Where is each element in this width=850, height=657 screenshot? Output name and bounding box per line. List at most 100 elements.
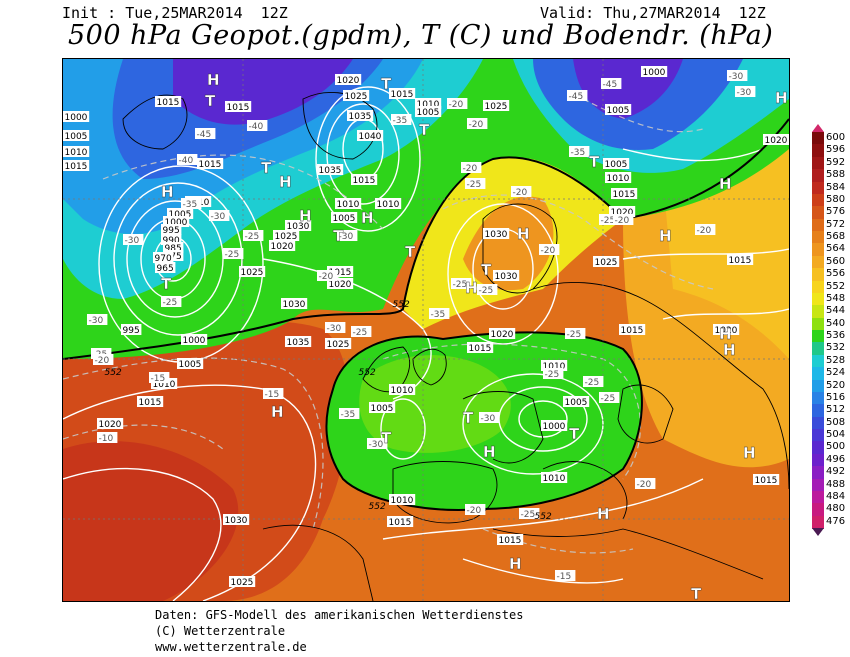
isobar-label-text: 1030: [283, 300, 306, 310]
isobar-label: 1035: [285, 336, 312, 348]
isotherm-label-box: [465, 178, 486, 189]
isobar-label-box: [273, 230, 300, 241]
isobar-label-text: 1010: [607, 174, 630, 184]
isobar-label-box: [563, 396, 590, 407]
isotherm-label: -20: [695, 224, 716, 236]
isobar-label-box: [389, 384, 416, 395]
isobar-label-box: [483, 228, 510, 239]
isotherm-label: -30: [727, 70, 748, 82]
isobar-label: 985: [163, 242, 184, 254]
low-pressure-marker: T: [569, 425, 580, 443]
legend-swatch: [812, 317, 824, 331]
isobar-label-box: [181, 334, 208, 345]
isobar-label-text: 1000: [165, 218, 188, 228]
isobar-label: 1015: [351, 174, 378, 186]
isotherm-label: -25: [465, 178, 486, 190]
isobar-label-text: 1015: [613, 190, 636, 200]
legend-swatch: [812, 169, 824, 182]
legend-swatch: [812, 367, 824, 380]
isobar-label-box: [347, 110, 374, 121]
isobar-label-box: [97, 418, 124, 429]
isotherm-label-text: -20: [541, 246, 556, 256]
isotherm-label-text: -35: [571, 148, 586, 158]
isotherm-label-box: [543, 368, 564, 379]
isobar-label: 1010: [389, 494, 416, 506]
isotherm-label-text: -15: [151, 374, 166, 384]
isotherm-label-box: [351, 326, 372, 337]
legend-swatch: [812, 330, 824, 343]
isobar-label-text: 1020: [99, 420, 122, 430]
legend-swatch: [812, 466, 824, 479]
isobar-label-box: [327, 266, 354, 277]
isotherm-label-text: -30: [481, 414, 496, 424]
isobar-label: 1000: [181, 334, 208, 346]
isobar-label-text: 1015: [353, 176, 376, 186]
geopotential-label: 552: [369, 502, 386, 512]
legend-level-label: 540: [826, 317, 846, 329]
isobar-label: 1020: [327, 278, 354, 290]
isotherm-label-box: [519, 508, 540, 519]
isobar-label-text: 1020: [337, 76, 360, 86]
isotherm-label-box: [735, 86, 756, 97]
isotherm-label: -15: [149, 372, 170, 384]
isotherm-label-text: -40: [179, 156, 194, 166]
isotherm-label: -35: [181, 198, 202, 210]
isobar-label-box: [593, 256, 620, 267]
geopotential-label: 552: [393, 300, 410, 310]
legend-swatch: [812, 144, 824, 158]
isobar-label: 1010: [335, 198, 362, 210]
isotherm-label-box: [565, 328, 586, 339]
isotherm-label-box: [325, 322, 346, 333]
high-pressure-marker: H: [483, 443, 496, 461]
isotherm-label-box: [569, 146, 590, 157]
isobar-label-text: 1010: [543, 474, 566, 484]
isotherm-label-box: [339, 408, 360, 419]
low-pressure-marker: T: [333, 227, 344, 245]
isotherm-label-box: [247, 120, 268, 131]
legend-level-label: 480: [826, 503, 846, 515]
isobar-label-box: [151, 378, 178, 389]
low-pressure-marker: T: [381, 75, 392, 93]
isotherm-label: -25: [161, 296, 182, 308]
isobar-label: 1015: [387, 516, 414, 528]
legend-swatch: [812, 503, 824, 517]
isotherm-label-box: [477, 284, 498, 295]
isobar-label-box: [389, 88, 416, 99]
isobar-label-box: [331, 212, 358, 223]
low-pressure-marker: T: [463, 409, 474, 427]
isotherm-label-box: [209, 210, 230, 221]
isobar-label-box: [727, 254, 754, 265]
isotherm-label-box: [123, 234, 144, 245]
isobar-label-box: [343, 90, 370, 101]
isobar-label-box: [605, 172, 632, 183]
isotherm-label-box: [195, 128, 216, 139]
legend-swatch: [812, 132, 824, 145]
high-pressure-marker: H: [271, 403, 284, 421]
isotherm-label-box: [539, 244, 560, 255]
legend-swatch: [812, 231, 824, 244]
isobar-label-text: 1010: [65, 148, 88, 158]
isobar-label-text: 1025: [485, 102, 508, 112]
isobar-label-box: [63, 111, 90, 122]
isotherm-label-text: -30: [339, 232, 354, 242]
isobar-label-box: [335, 74, 362, 85]
legend-swatch: [812, 156, 824, 170]
isobar-label-text: 1010: [377, 200, 400, 210]
isotherm-label-text: -35: [183, 200, 198, 210]
isobar-label: 1015: [225, 101, 252, 113]
isobar-label-text: 1005: [179, 360, 202, 370]
isobar-label: 1030: [285, 220, 312, 232]
isotherm-label: -35: [429, 308, 450, 320]
isobar-label: 1005: [563, 396, 590, 408]
high-pressure-marker: H: [279, 173, 292, 191]
isotherm-label-text: -25: [479, 286, 494, 296]
isobar-label: 1020: [97, 418, 124, 430]
legend-level-label: 576: [826, 206, 846, 218]
isobar-label-text: 985: [165, 244, 182, 254]
isobar-label: 1005: [167, 208, 194, 220]
isotherm-label-box: [243, 230, 264, 241]
isobar-label: 1025: [343, 90, 370, 102]
isobar-label: 1010: [389, 384, 416, 396]
isotherm-label-text: -15: [557, 572, 572, 582]
